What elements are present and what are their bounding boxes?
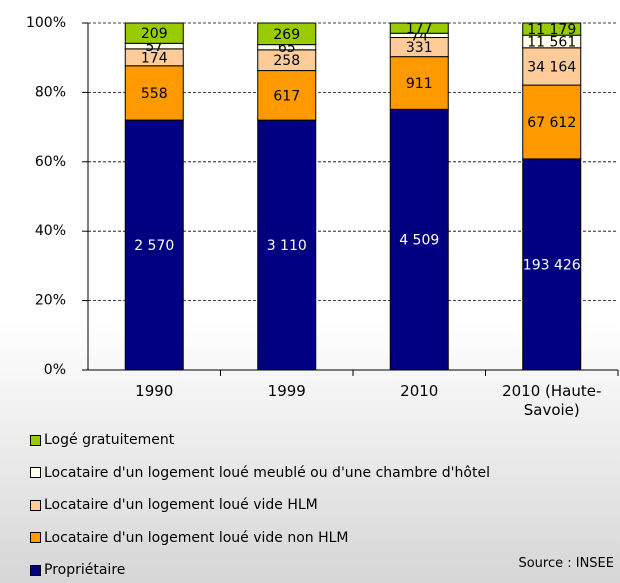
data-label: 34 164 [527,59,576,75]
data-label: 193 426 [523,257,581,273]
legend-label: Locataire d'un logement loué meublé ou d… [44,464,490,481]
data-label: 911 [406,76,433,92]
data-label: 558 [141,86,168,102]
data-label: 209 [141,26,168,42]
bar-segment [124,22,184,44]
legend-label: Locataire d'un logement loué vide non HL… [44,529,349,546]
bar-segment [389,22,449,34]
legend-swatch [30,467,41,478]
x-tick-label: 1990 [135,382,174,400]
source: Source : INSEE [518,556,614,571]
data-label: 269 [273,27,300,43]
legend-entry: Locataire d'un logement loué vide non HL… [30,530,349,546]
legend-swatch [30,499,41,511]
legend-entry: Logé gratuitement [30,432,174,448]
bar-segment [257,70,317,121]
bar-segment [124,65,184,121]
bar-segment [124,119,184,371]
y-tick-label: 60% [35,154,66,170]
y-tick-label: 80% [35,84,66,100]
data-label: 11 561 [527,35,576,51]
y-tick-label: 20% [35,293,66,309]
data-label: 4 509 [399,233,439,249]
bar-segment [522,84,582,160]
legend-label: Logé gratuitement [44,432,175,448]
bar-segment [522,22,582,36]
data-label: 174 [141,50,168,66]
bar-segment [522,47,582,86]
data-label: 617 [273,88,300,104]
legend-swatch [30,532,41,543]
legend-entry: Locataire d'un logement loué vide HLM [30,497,318,513]
bar-segment [389,56,449,110]
y-tick-label: 40% [35,223,66,239]
bar-segment [389,108,449,371]
legend-label: Propriétaire [44,562,126,578]
data-label: 67 612 [527,115,576,131]
x-tick-label: 2010 [400,382,439,400]
legend-entry: Propriétaire [30,562,125,578]
data-label: 331 [406,40,433,56]
bar-segment [257,119,317,371]
data-label: 177 [406,21,433,37]
x-tick-label: 1999 [267,382,306,400]
data-label: 11 179 [527,22,576,38]
data-label: 2 570 [134,238,174,254]
legend-swatch [30,564,41,576]
legend-swatch [30,434,41,446]
data-label: 3 110 [267,238,307,254]
y-tick-label: 100% [26,15,66,31]
bar-segment [257,22,317,46]
bar-segment [522,158,582,371]
legend-label: Locataire d'un logement loué vide HLM [44,497,318,513]
legend-entry: Locataire d'un logement loué meublé ou d… [30,465,490,481]
x-tick-label: 2010 (Haute-Savoie) [502,382,602,419]
y-tick-label: 0% [44,362,66,378]
data-label: 258 [273,53,300,69]
